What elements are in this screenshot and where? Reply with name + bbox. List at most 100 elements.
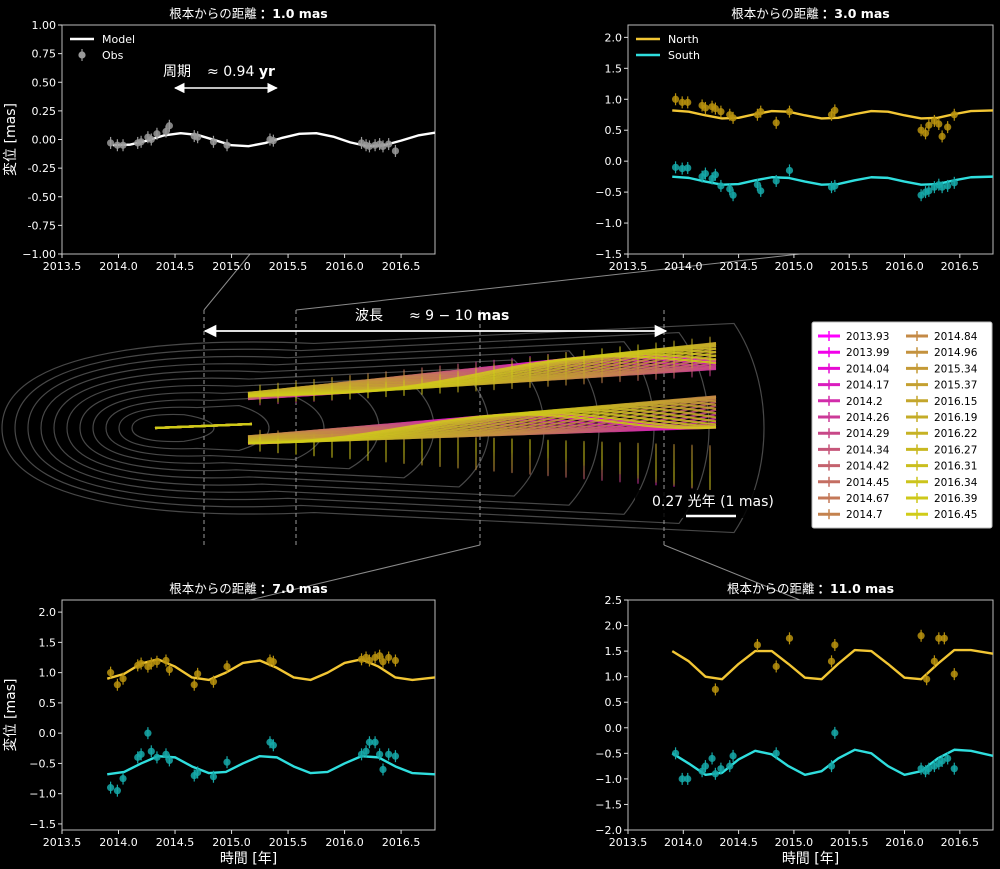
data-point: [119, 774, 127, 783]
data-point: [831, 641, 839, 649]
series-line-north: [106, 658, 435, 682]
data-point: [165, 756, 173, 764]
data-point: [153, 753, 161, 761]
data-point: [729, 191, 737, 199]
data-point: [729, 752, 737, 760]
x-tick-label: 2015.0: [775, 260, 814, 273]
legend-label: 2014.04: [846, 363, 890, 375]
legend-label: 2014.2: [846, 396, 883, 408]
data-point: [190, 681, 198, 689]
data-point: [757, 187, 765, 195]
legend-label: 2014.96: [934, 347, 978, 359]
zoom-connector: [295, 253, 801, 311]
period-label: 周期: [163, 64, 191, 80]
data-point: [269, 137, 277, 145]
data-point: [678, 164, 686, 173]
data-point: [147, 135, 155, 144]
data-point: [223, 662, 231, 671]
data-point: [935, 120, 943, 128]
panel-title: 根本からの距離 ：3.0 mas: [731, 6, 889, 21]
legend-label: 2016.15: [934, 396, 977, 408]
data-point: [940, 634, 948, 642]
x-tick-label: 2013.5: [609, 260, 648, 273]
data-point: [708, 754, 716, 763]
panel-p4: 2013.5 2014.0 2014.5 2015.0 2015.5 2016.0 2016…: [595, 581, 994, 867]
x-tick-label: 2016.0: [325, 260, 364, 273]
y-tick-label: 1.0: [605, 93, 623, 106]
x-tick-label: 2016.5: [941, 836, 980, 849]
x-tick-label: 2014.5: [719, 260, 758, 273]
data-point: [711, 770, 719, 778]
data-point: [113, 141, 121, 149]
legend-label: 2014.45: [846, 477, 889, 489]
x-tick-label: 2016.0: [885, 260, 924, 273]
data-point: [950, 765, 958, 773]
panel-title-value: ：11.0 mas: [817, 581, 894, 596]
y-tick-label: 1.0: [39, 667, 57, 680]
intensity-contour: [131, 413, 215, 443]
panel-title: 根本からの距離 ：7.0 mas: [169, 581, 327, 596]
data-point: [162, 656, 170, 665]
legend-label: 2014.17: [846, 380, 889, 392]
y-tick-label: −0.5: [595, 747, 622, 760]
x-tick-label: 2015.5: [269, 836, 308, 849]
legend-label: 2015.37: [934, 380, 977, 392]
y-tick-label: -0.75: [28, 219, 56, 232]
y-tick-label: 2.5: [605, 594, 623, 607]
data-point: [757, 108, 765, 116]
legend-label: 2016.19: [934, 412, 977, 424]
data-point: [194, 670, 202, 678]
y-tick-label: 0.25: [32, 105, 57, 118]
data-point: [772, 119, 780, 127]
data-point: [391, 656, 400, 665]
legend-label: 2016.27: [934, 444, 977, 456]
legend: Model Obs: [70, 33, 135, 62]
data-point: [925, 765, 933, 773]
data-point: [785, 108, 794, 116]
data-point: [772, 662, 780, 671]
legend-label: 2014.42: [846, 461, 889, 473]
data-point: [831, 729, 839, 737]
y-tick-label: 0.5: [605, 696, 623, 709]
x-tick-label: 2016.5: [382, 260, 421, 273]
data-point: [671, 163, 680, 171]
jet-root: [154, 422, 253, 430]
data-point: [107, 669, 115, 677]
data-point: [113, 681, 121, 689]
data-point: [269, 658, 277, 666]
panel-title-value: ：1.0 mas: [260, 6, 328, 21]
data-point: [385, 140, 393, 148]
data-point: [385, 750, 393, 758]
jet-ridge-south: [247, 413, 717, 445]
scalebar-label: 0.27 光年 (1 mas): [652, 494, 774, 510]
x-tick-label: 2014.5: [156, 836, 195, 849]
legend-label: 2016.39: [934, 493, 977, 505]
wavelength-annotation: 波長 ≈ 9 − 10 mas: [355, 308, 509, 324]
data-point: [165, 666, 173, 674]
data-point: [917, 632, 925, 640]
data-point: [385, 653, 393, 662]
data-point: [137, 750, 145, 758]
panel-title-prefix: 根本からの距離: [731, 6, 819, 21]
y-tick-label: 0.0: [39, 727, 57, 740]
period-annotation: 周期 ≈ 0.94 yr: [163, 64, 275, 80]
intensity-contour: [118, 404, 270, 452]
x-tick-label: 2016.0: [325, 836, 364, 849]
legend-label: 2014.26: [846, 412, 890, 424]
data-point: [831, 106, 839, 115]
data-point: [925, 121, 933, 129]
y-tick-label: −0.5: [29, 757, 56, 770]
y-tick-label: −1.0: [595, 773, 622, 786]
data-point: [671, 95, 680, 103]
data-point: [376, 652, 384, 660]
data-point: [923, 675, 931, 683]
data-point: [930, 657, 938, 665]
legend-label: Obs: [102, 49, 124, 62]
y-axis-label: 変位 [mas]: [2, 103, 19, 176]
panels: 2013.5 2014.0 2014.5 2015.0 2015.5 2016.0 2016…: [2, 6, 994, 867]
x-tick-label: 2014.0: [99, 260, 138, 273]
data-point: [950, 179, 958, 187]
panel-title-value: ：7.0 mas: [260, 581, 328, 596]
series-line-south: [107, 754, 435, 776]
